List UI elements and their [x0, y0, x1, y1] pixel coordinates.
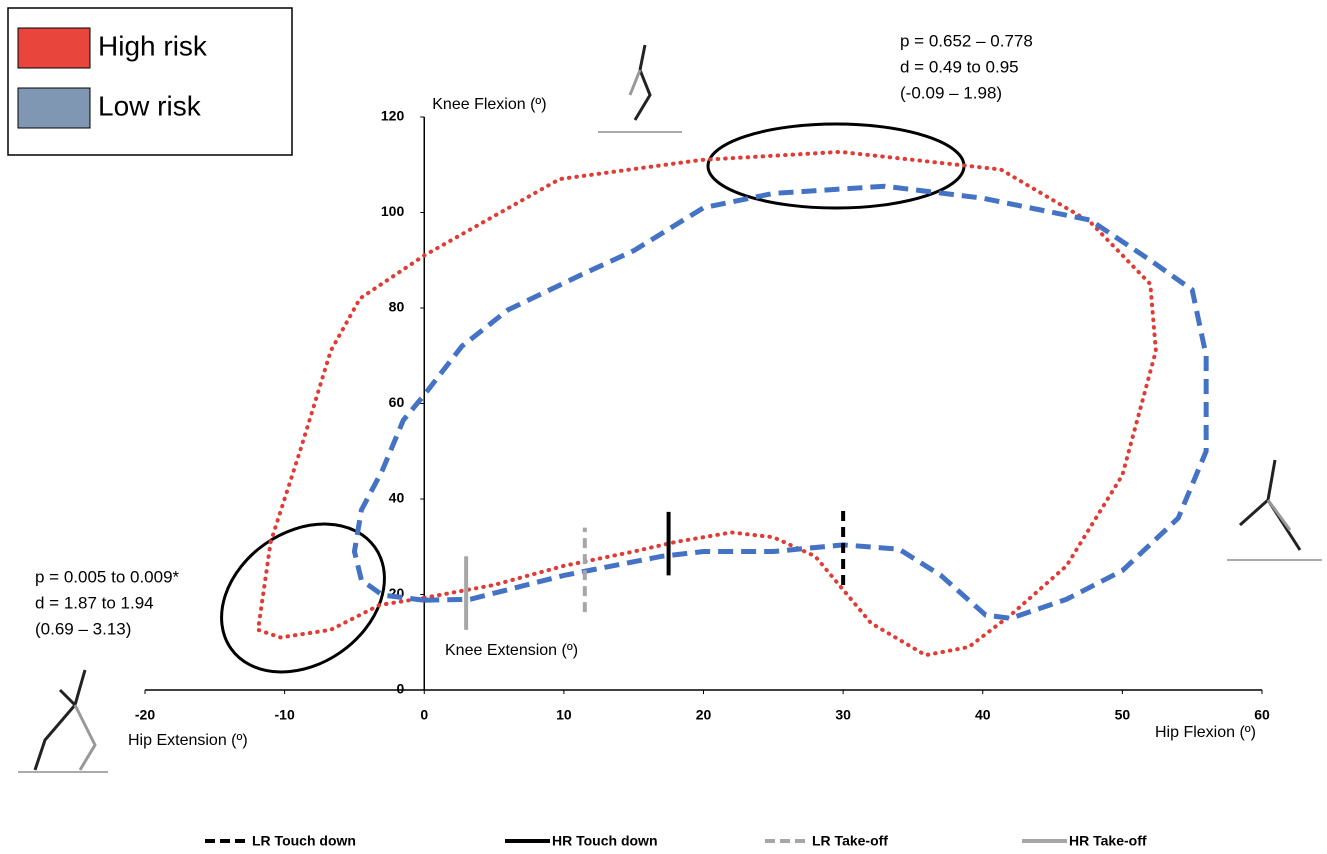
highlight-ellipse [193, 493, 413, 702]
annotation: p = 0.652 – 0.778 [900, 31, 1033, 50]
x-tick-label: 60 [1254, 707, 1270, 723]
y-tick-label: 40 [389, 490, 405, 506]
annotation: d = 1.87 to 1.94 [35, 593, 154, 612]
legend-label: HR Take-off [1069, 833, 1147, 849]
x-tick-label: 0 [420, 707, 428, 723]
legend-label: LR Take-off [812, 833, 888, 849]
legend-label: High risk [98, 30, 208, 61]
legend-label: Low risk [98, 90, 202, 121]
x-tick-label: -20 [135, 707, 155, 723]
x-axis-label-negative: Hip Extension (º) [128, 732, 248, 749]
chart: 020406080100120-20-100102030405060Knee F… [0, 0, 1327, 854]
x-tick-label: 30 [835, 707, 851, 723]
y-tick-label: 120 [381, 108, 405, 124]
annotation: p = 0.005 to 0.009* [35, 567, 180, 586]
y-tick-label: 60 [389, 394, 405, 410]
annotation: (-0.09 – 1.98) [900, 83, 1002, 102]
icon-top [598, 45, 682, 132]
x-tick-label: 50 [1115, 707, 1131, 723]
legend-label: HR Touch down [552, 833, 658, 849]
x-tick-label: 40 [975, 707, 991, 723]
icon-right [1227, 460, 1322, 560]
x-axis-label: Hip Flexion (º) [1155, 724, 1256, 741]
x-tick-label: 10 [556, 707, 572, 723]
x-tick-label: 20 [696, 707, 712, 723]
highlight-ellipse [708, 124, 964, 208]
series-line [354, 186, 1206, 618]
annotation: d = 0.49 to 0.95 [900, 57, 1019, 76]
y-axis-label-negative: Knee Extension (º) [445, 642, 578, 659]
icon-left [18, 670, 108, 772]
y-tick-label: 80 [389, 299, 405, 315]
annotation: (0.69 – 3.13) [35, 619, 131, 638]
legend-label: LR Touch down [252, 833, 356, 849]
y-axis-label: Knee Flexion (º) [432, 96, 546, 113]
y-tick-label: 0 [396, 681, 404, 697]
legend-swatch [18, 88, 90, 128]
legend-swatch [18, 28, 90, 68]
y-tick-label: 100 [381, 203, 405, 219]
x-tick-label: -10 [275, 707, 295, 723]
